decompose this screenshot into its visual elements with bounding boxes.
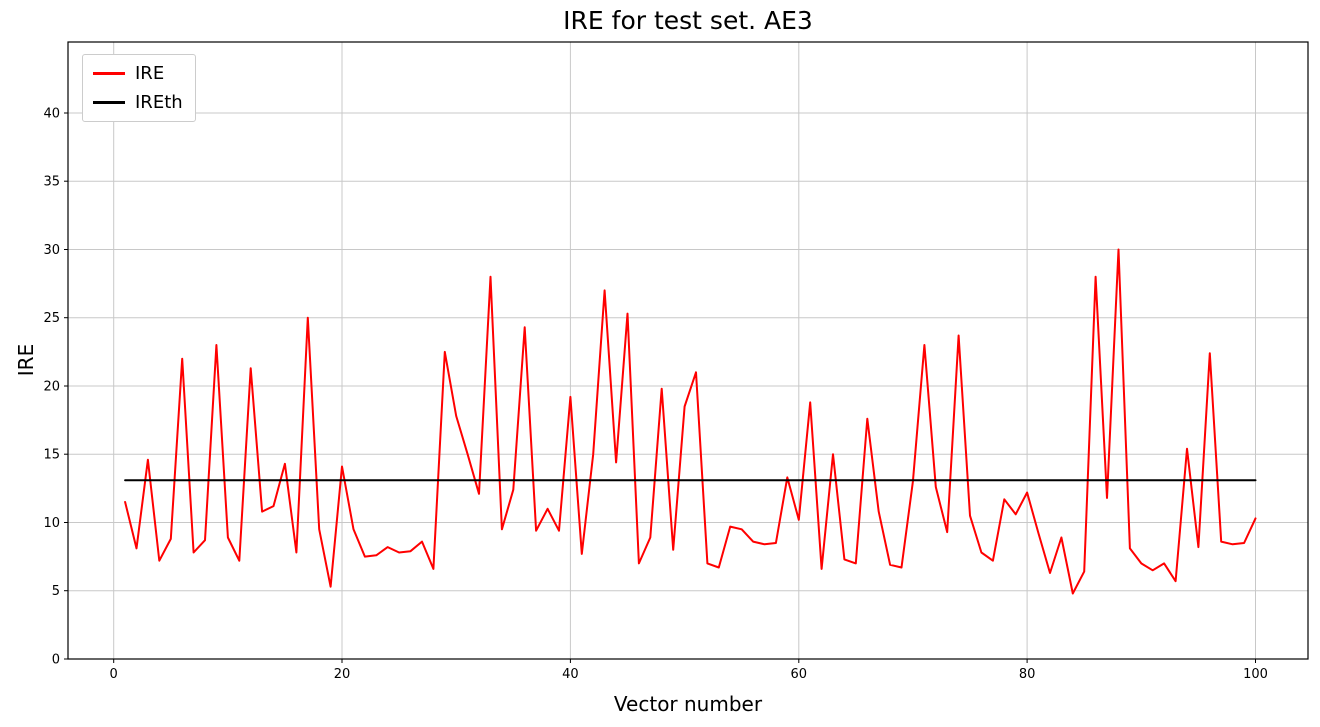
legend-label-ire: IRE — [135, 63, 165, 84]
svg-text:40: 40 — [43, 107, 60, 122]
legend-label-ireth: IREth — [135, 92, 183, 113]
svg-text:0: 0 — [110, 667, 118, 682]
svg-text:30: 30 — [43, 243, 60, 258]
chart-title: IRE for test set. AE3 — [563, 6, 813, 35]
legend-item-ireth: IREth — [93, 92, 183, 113]
y-axis-label: IRE — [14, 343, 38, 377]
svg-text:25: 25 — [43, 311, 60, 326]
svg-text:40: 40 — [562, 667, 579, 682]
svg-text:80: 80 — [1019, 667, 1036, 682]
svg-text:60: 60 — [791, 667, 808, 682]
svg-text:20: 20 — [334, 667, 351, 682]
svg-text:0: 0 — [52, 653, 60, 668]
ire-line-swatch-icon — [93, 72, 125, 75]
svg-text:10: 10 — [43, 516, 60, 531]
legend: IRE IREth — [82, 54, 196, 122]
svg-text:100: 100 — [1243, 667, 1268, 682]
legend-item-ire: IRE — [93, 63, 183, 84]
svg-text:5: 5 — [52, 584, 60, 599]
ireth-line-swatch-icon — [93, 101, 125, 104]
svg-text:35: 35 — [43, 175, 60, 190]
x-axis-label: Vector number — [613, 692, 763, 716]
svg-text:15: 15 — [43, 448, 60, 463]
svg-text:20: 20 — [43, 380, 60, 395]
